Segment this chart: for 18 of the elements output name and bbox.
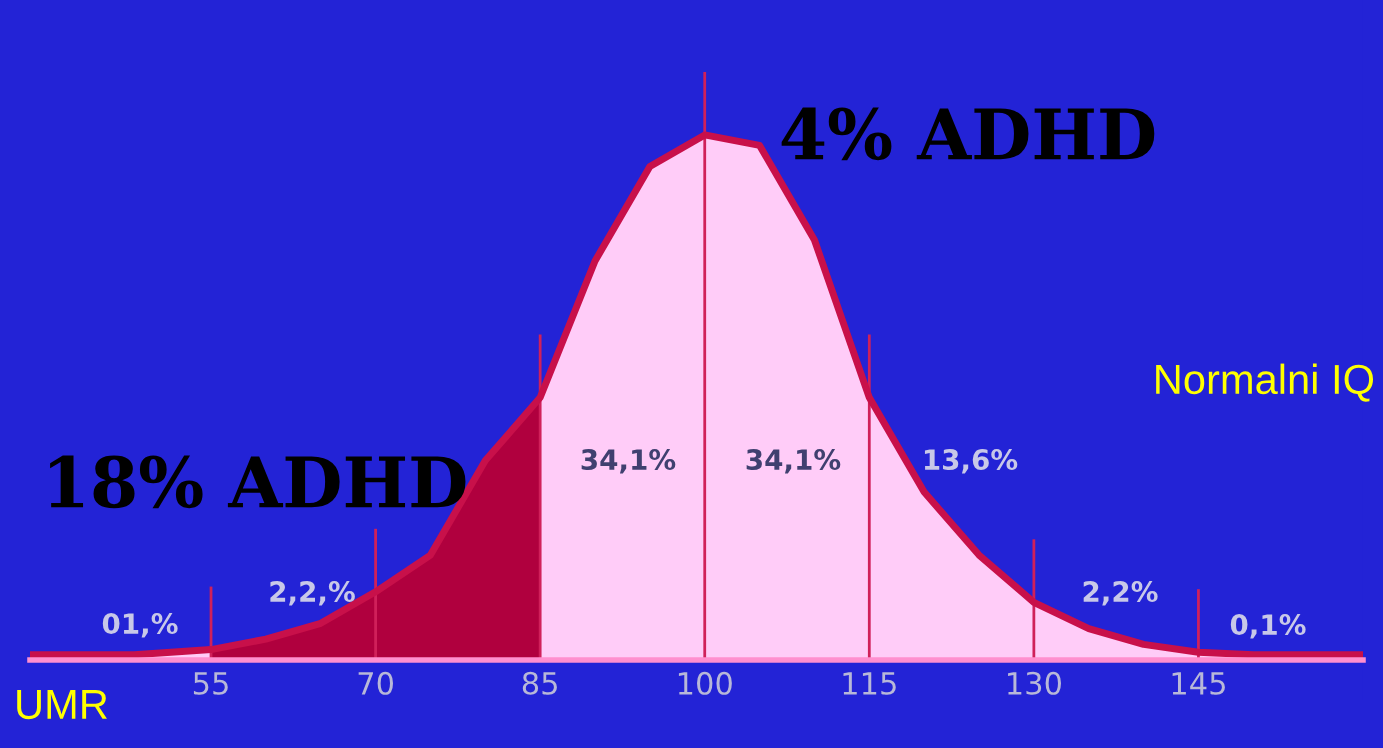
annotation: 34,1% bbox=[746, 449, 841, 474]
x-tick-label: 85 bbox=[522, 671, 557, 695]
x-tick-label: 100 bbox=[678, 671, 732, 695]
x-tick-label: 145 bbox=[1172, 672, 1225, 695]
annotation: 2,2% bbox=[1083, 581, 1158, 606]
x-tick-label: 70 bbox=[358, 671, 393, 695]
annotation: 0,1% bbox=[1230, 614, 1306, 639]
text: UMR bbox=[17, 690, 107, 720]
x-tick-label: 130 bbox=[1008, 671, 1061, 695]
annotation: 34,1% bbox=[581, 449, 676, 474]
x-tick-label: 115 bbox=[843, 672, 896, 695]
annotation: 2,2,% bbox=[270, 581, 355, 606]
annotation: 01,% bbox=[102, 613, 178, 638]
annotation: Normalni IQ bbox=[1156, 363, 1374, 402]
annotation: 13,6% bbox=[924, 449, 1018, 474]
annotation: 4% ADHD bbox=[781, 107, 1155, 161]
annotation: 18% ADHD bbox=[50, 455, 466, 509]
x-tick-label: 55 bbox=[193, 672, 228, 695]
